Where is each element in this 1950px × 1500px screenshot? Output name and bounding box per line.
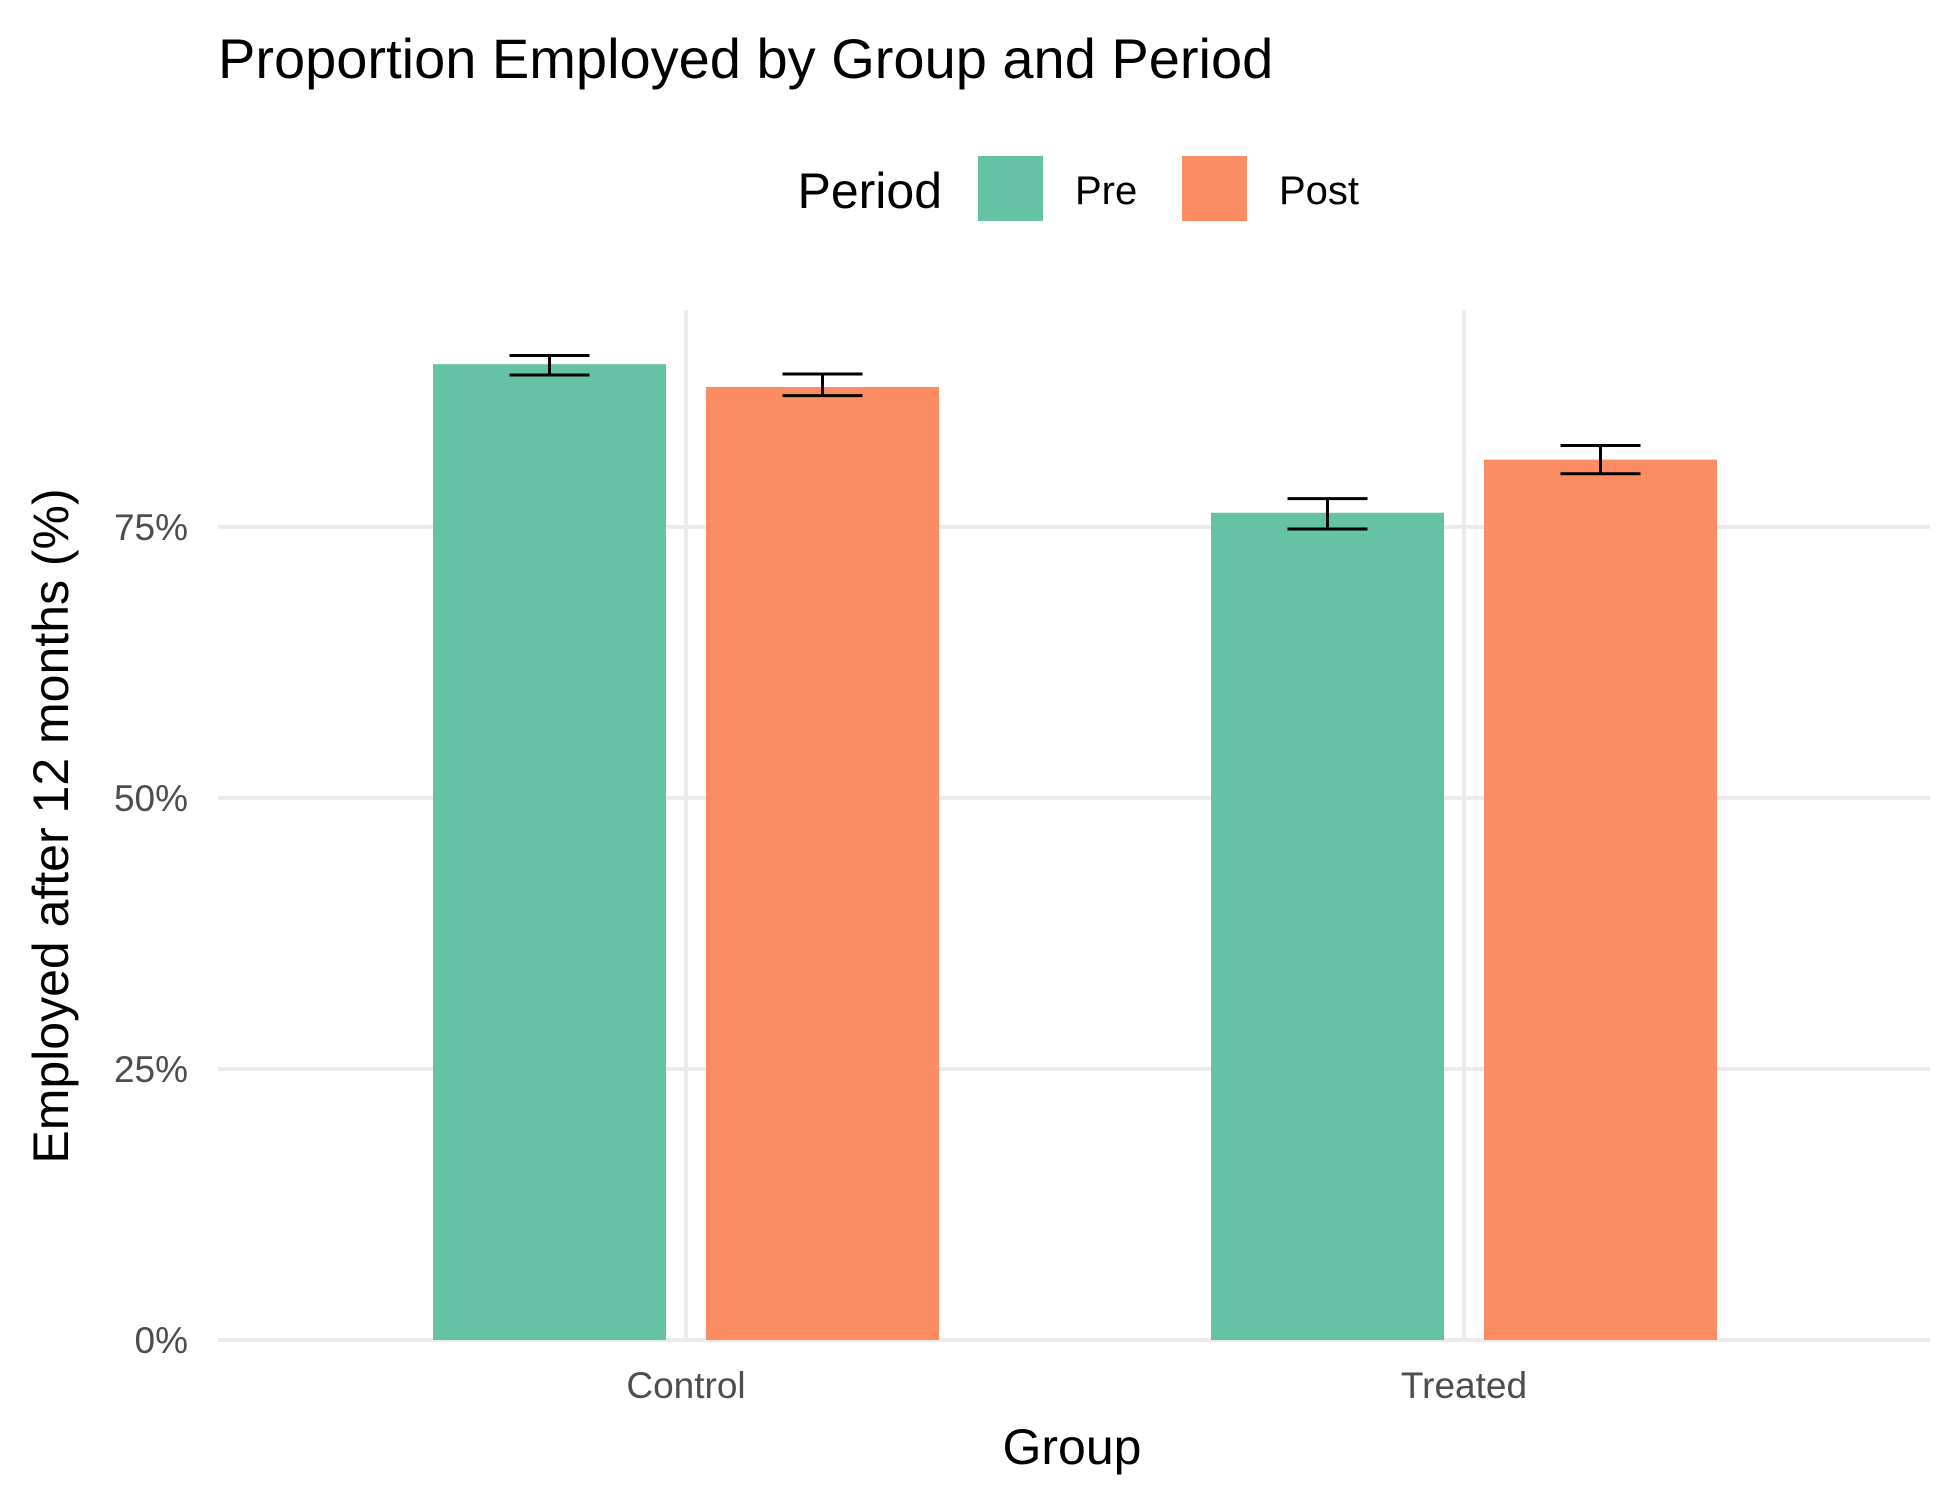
legend-key-post	[1182, 156, 1247, 221]
y-tick-label: 0%	[135, 1320, 188, 1361]
legend-label-post: Post	[1279, 169, 1359, 213]
y-tick-label: 75%	[114, 507, 188, 548]
error-bar-control-pre	[509, 354, 590, 377]
chart-title: Proportion Employed by Group and Period	[218, 27, 1273, 90]
y-axis-ticks: 0% 25% 50% 75%	[114, 507, 188, 1361]
legend: Period Pre Post	[797, 156, 1359, 221]
error-bars	[509, 354, 1641, 531]
y-tick-label: 25%	[114, 1049, 188, 1090]
error-bar-treated-pre	[1287, 497, 1368, 531]
y-tick-label: 50%	[114, 778, 188, 819]
legend-key-pre	[978, 156, 1043, 221]
bars	[433, 364, 1717, 1340]
x-tick-label-control: Control	[626, 1365, 745, 1406]
x-axis-title: Group	[1003, 1419, 1142, 1475]
bar-treated-pre	[1211, 512, 1444, 1340]
y-axis-title: Employed after 12 months (%)	[23, 488, 79, 1163]
legend-items: Pre Post	[978, 156, 1359, 221]
legend-label-pre: Pre	[1075, 169, 1137, 213]
error-bar-treated-post	[1560, 444, 1641, 476]
x-tick-label-treated: Treated	[1401, 1365, 1527, 1406]
legend-title: Period	[797, 163, 942, 219]
x-axis-ticks: Control Treated	[626, 1365, 1527, 1406]
error-bar-control-post	[782, 372, 863, 398]
bar-control-pre	[433, 364, 666, 1340]
bar-control-post	[706, 386, 939, 1340]
bar-treated-post	[1484, 459, 1717, 1340]
